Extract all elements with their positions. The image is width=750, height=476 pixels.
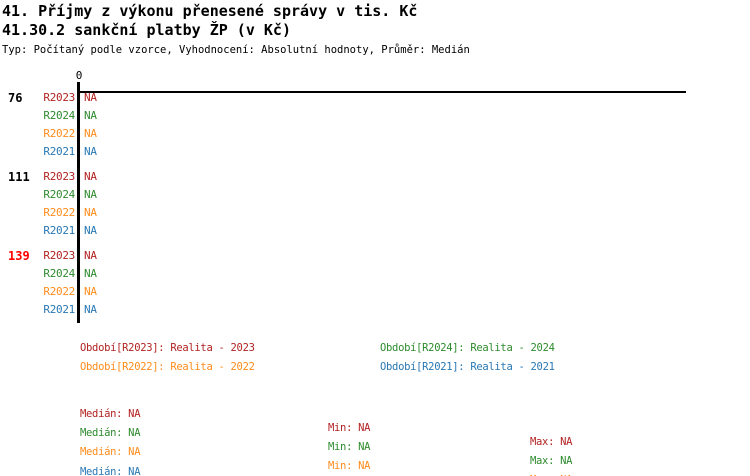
min-value: Min: NA (328, 460, 371, 472)
chart-row: R2022 NA (0, 285, 200, 299)
legend-item-r2021: Období[R2021]: Realita - 2021 (380, 361, 555, 373)
value-na: NA (84, 285, 97, 298)
chart-row: R2024 NA (0, 188, 200, 202)
chart-row: R2024 NA (0, 267, 200, 281)
legend-item-r2022: Období[R2022]: Realita - 2022 (80, 361, 255, 373)
series-label-r2021: R2021 (43, 303, 75, 316)
series-label-r2022: R2022 (43, 127, 75, 140)
value-na: NA (84, 224, 97, 237)
series-label-r2023: R2023 (43, 249, 75, 262)
series-label-r2023: R2023 (43, 91, 75, 104)
value-na: NA (84, 267, 97, 280)
chart-row: R2023 NA (0, 249, 200, 263)
group-label-76: 76 (8, 91, 23, 105)
min-value: Min: NA (328, 422, 371, 434)
chart-row: R2023 NA (0, 170, 200, 184)
series-label-r2024: R2024 (43, 267, 75, 280)
series-label-r2023: R2023 (43, 170, 75, 183)
max-value: Max: NA (530, 455, 573, 467)
median-value: Medián: NA (80, 427, 141, 439)
group-label-139: 139 (8, 249, 30, 263)
median-value: Medián: NA (80, 446, 141, 458)
value-na: NA (84, 91, 97, 104)
value-na: NA (84, 127, 97, 140)
chart-row: R2022 NA (0, 127, 200, 141)
stats-row-r2022: Medián: NA Min: NA Max: NA (0, 431, 750, 476)
chart-row: R2021 NA (0, 145, 200, 159)
page-subtitle: 41.30.2 sankční platby ŽP (v Kč) (2, 21, 291, 39)
y-axis-line (77, 82, 80, 323)
max-value: Max: NA (530, 473, 572, 476)
value-na: NA (84, 109, 97, 122)
page-title: 41. Příjmy z výkonu přenesené správy v t… (2, 2, 418, 20)
x-axis-line (78, 91, 686, 93)
chart-row: R2024 NA (0, 109, 200, 123)
value-na: NA (84, 188, 97, 201)
series-label-r2021: R2021 (43, 224, 75, 237)
stats-row-r2024: Medián: NA Min: NA Max: NA (0, 412, 750, 467)
series-label-r2021: R2021 (43, 145, 75, 158)
chart-row: R2021 NA (0, 224, 200, 238)
group-label-111: 111 (8, 170, 30, 184)
series-label-r2024: R2024 (43, 109, 75, 122)
chart-meta-line: Typ: Počítaný podle vzorce, Vyhodnocení:… (2, 44, 470, 56)
value-na: NA (84, 145, 97, 158)
series-label-r2022: R2022 (43, 285, 75, 298)
x-axis-zero-tick-label: 0 (75, 69, 83, 82)
chart-row: R2021 NA (0, 303, 200, 317)
legend-item-r2024: Období[R2024]: Realita - 2024 (380, 342, 555, 354)
value-na: NA (84, 170, 97, 183)
min-value: Min: NA (328, 441, 371, 453)
max-value: Max: NA (530, 436, 573, 448)
value-na: NA (84, 206, 97, 219)
stats-row-r2023: Medián: NA Min: NA Max: NA (0, 393, 750, 448)
stats-row-r2021: Medián: NA Min: NA Max: NA (0, 451, 750, 476)
value-na: NA (84, 303, 97, 316)
chart-row: R2022 NA (0, 206, 200, 220)
series-label-r2022: R2022 (43, 206, 75, 219)
chart-row: R2023 NA (0, 91, 200, 105)
median-value: Medián: NA (80, 466, 141, 476)
value-na: NA (84, 249, 97, 262)
series-label-r2024: R2024 (43, 188, 75, 201)
legend-item-r2023: Období[R2023]: Realita - 2023 (80, 342, 255, 354)
median-value: Medián: NA (80, 408, 141, 420)
